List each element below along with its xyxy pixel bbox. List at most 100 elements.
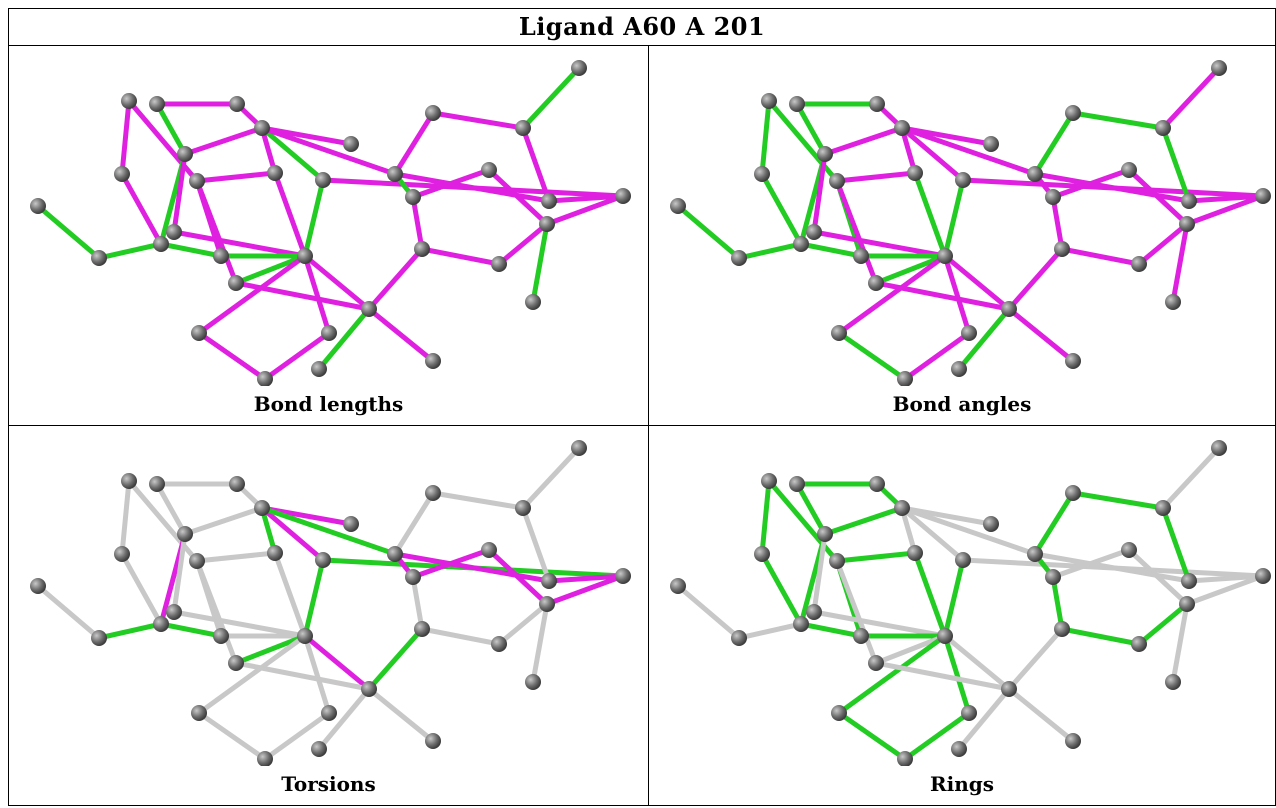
atom — [951, 361, 967, 377]
panel-rings: Rings — [649, 426, 1275, 806]
atom — [114, 546, 130, 562]
atom — [361, 301, 377, 317]
atom — [321, 705, 337, 721]
atom — [405, 569, 421, 585]
atom — [615, 568, 631, 584]
atom — [793, 616, 809, 632]
bond — [759, 98, 772, 177]
atom — [1165, 674, 1181, 690]
bond — [35, 583, 102, 641]
atom — [897, 371, 913, 386]
atom — [121, 473, 137, 489]
bond — [798, 241, 864, 259]
bond — [35, 203, 102, 261]
atom — [491, 256, 507, 272]
bond — [419, 626, 502, 647]
atom — [1045, 189, 1061, 205]
bond — [302, 557, 326, 639]
atom — [806, 224, 822, 240]
atom — [1181, 193, 1197, 209]
bond — [1136, 221, 1190, 267]
bond — [1059, 626, 1142, 647]
atom — [1027, 166, 1043, 182]
bond — [1184, 573, 1266, 607]
bond — [942, 633, 1012, 692]
bond — [119, 551, 164, 627]
atom — [166, 224, 182, 240]
atom — [806, 604, 822, 620]
column-divider — [648, 46, 649, 805]
bond — [1126, 167, 1190, 227]
atom — [1211, 440, 1227, 456]
bond — [316, 686, 372, 752]
bond — [902, 330, 972, 382]
bond — [233, 633, 308, 666]
atom — [1027, 546, 1043, 562]
atom — [731, 630, 747, 646]
bond — [675, 203, 742, 261]
title-divider — [9, 45, 1275, 46]
bond — [1006, 306, 1076, 364]
atom — [1065, 485, 1081, 501]
bond — [834, 558, 879, 666]
atom — [541, 193, 557, 209]
bond — [1126, 547, 1190, 607]
bond — [520, 65, 582, 131]
atom — [670, 578, 686, 594]
bond — [942, 253, 972, 336]
bond — [811, 151, 828, 235]
atom — [515, 120, 531, 136]
atom — [1045, 569, 1061, 585]
bond — [1032, 110, 1076, 177]
bond — [912, 550, 948, 639]
atom — [315, 552, 331, 568]
atom — [1121, 162, 1137, 178]
atom — [829, 553, 845, 569]
atom — [961, 705, 977, 721]
atom — [414, 241, 430, 257]
bond — [302, 633, 372, 692]
atom — [267, 545, 283, 561]
bond — [182, 505, 265, 537]
bond — [759, 551, 804, 627]
bond — [126, 98, 200, 184]
atom — [1211, 60, 1227, 76]
atom — [897, 751, 913, 766]
bond — [873, 660, 1012, 692]
bond — [873, 280, 1012, 312]
caption-rings: Rings — [929, 772, 994, 796]
atom — [907, 165, 923, 181]
bond — [912, 170, 948, 259]
molecule-torsions — [30, 440, 631, 766]
atom — [1131, 256, 1147, 272]
bond — [836, 253, 948, 336]
bond — [302, 253, 332, 336]
atom — [515, 500, 531, 516]
bond — [272, 170, 308, 259]
bond — [1032, 171, 1192, 204]
atom — [177, 526, 193, 542]
bond — [1070, 490, 1166, 511]
atom — [297, 628, 313, 644]
atom — [793, 236, 809, 252]
bond — [366, 686, 436, 744]
atom — [315, 172, 331, 188]
atom — [1131, 636, 1147, 652]
bond — [410, 167, 492, 200]
atom — [213, 628, 229, 644]
bond — [834, 178, 879, 286]
bond — [171, 609, 308, 639]
atom — [525, 674, 541, 690]
atom — [955, 172, 971, 188]
bond — [811, 531, 828, 615]
bond — [392, 110, 436, 177]
bond — [154, 481, 188, 537]
atom — [615, 188, 631, 204]
atom — [189, 553, 205, 569]
atom — [387, 166, 403, 182]
bond — [392, 171, 552, 204]
bond — [544, 193, 626, 227]
bond — [171, 151, 188, 235]
atom — [1255, 568, 1271, 584]
atom — [228, 655, 244, 671]
